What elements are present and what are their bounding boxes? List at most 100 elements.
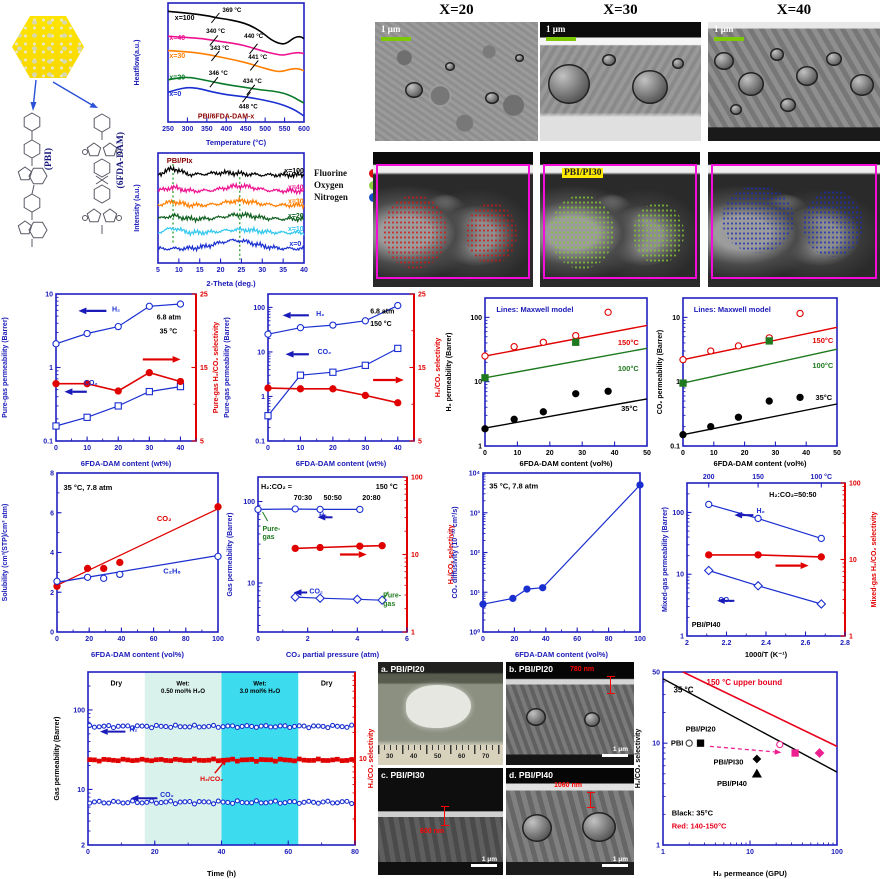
svg-text:1: 1 [849, 634, 853, 641]
svg-text:35 °C: 35 °C [673, 686, 693, 695]
scale-label: 1 μm [612, 746, 628, 753]
schematic-arrows [30, 79, 98, 111]
svg-text:30: 30 [258, 267, 266, 274]
svg-text:H₂: H₂ [316, 311, 324, 318]
svg-text:H₂/CO₂: H₂/CO₂ [200, 776, 223, 783]
svg-text:2: 2 [306, 636, 310, 643]
svg-text:H₂:CO₂=50:50: H₂:CO₂=50:50 [769, 490, 816, 499]
svg-text:10: 10 [514, 450, 522, 457]
svg-text:x=40: x=40 [288, 184, 304, 191]
pore [796, 66, 818, 86]
svg-text:80: 80 [182, 636, 190, 643]
svg-text:H₂: H₂ [129, 726, 137, 733]
svg-text:2.6: 2.6 [801, 640, 811, 647]
svg-text:6.8 atm: 6.8 atm [157, 315, 181, 322]
photo-a-label: a. PBI/PI20 [381, 664, 425, 674]
svg-text:x=100: x=100 [175, 15, 195, 22]
svg-text:PBI/PIx: PBI/PIx [167, 156, 194, 165]
svg-text:369 °C: 369 °C [222, 7, 242, 14]
arrhenius-chart: 2 2.2 2.4 2.6 2.8 200 150 100 °C 1 10 100 1 10 100 H₂:… [662, 473, 878, 659]
puregas-35c-chart: 0 10 20 30 40 0.1 1 10 5 15 25 H₂ 6.8 atm 35 °C CO₂ 6FD… [2, 292, 220, 469]
svg-text:20: 20 [546, 450, 554, 457]
svg-text:6.8 atm: 6.8 atm [370, 309, 394, 316]
svg-text:5: 5 [200, 439, 204, 446]
svg-text:40: 40 [300, 267, 308, 274]
svg-text:H₂:CO₂ =: H₂:CO₂ = [261, 482, 292, 491]
fluorine-speckles [382, 195, 447, 270]
svg-text:10: 10 [297, 445, 305, 452]
svg-text:150 °C upper bound: 150 °C upper bound [707, 678, 783, 687]
svg-text:x=0: x=0 [289, 241, 301, 248]
svg-text:100: 100 [73, 707, 85, 714]
svg-text:2-Theta (deg.): 2-Theta (deg.) [206, 279, 256, 288]
pbi-structure [17, 112, 48, 247]
stability-chart: 0 20 40 60 80 2 10 100 10 Dry Wet: 0.50 mol% H₂O Wet… [54, 671, 375, 878]
svg-text:35°C: 35°C [815, 393, 832, 402]
svg-text:20: 20 [511, 636, 519, 643]
svg-text:60: 60 [573, 636, 581, 643]
scale-bar [714, 37, 744, 41]
scale-label: 1 μm [714, 24, 734, 34]
svg-text:30: 30 [772, 450, 780, 457]
svg-text:Time (h): Time (h) [207, 869, 237, 878]
svg-text:30: 30 [578, 450, 586, 457]
svg-text:50: 50 [833, 450, 841, 457]
svg-text:50: 50 [652, 670, 660, 677]
svg-text:80: 80 [605, 636, 613, 643]
svg-text:x=0: x=0 [169, 91, 181, 98]
svg-text:500: 500 [259, 126, 271, 133]
oxygen-speckles [632, 203, 684, 265]
legend-item-oxygen: Oxygen [314, 180, 378, 190]
svg-text:150°C: 150°C [812, 336, 834, 345]
pore [714, 52, 734, 70]
svg-text:10¹: 10¹ [470, 590, 481, 597]
svg-text:4: 4 [50, 550, 54, 557]
svg-text:CO₂: CO₂ [160, 792, 174, 799]
xrd-pattern-chart: 5 10 15 20 25 30 35 40 PBI/PIx x=100 x=40 x=30 x=20 x… [134, 152, 308, 288]
pore [672, 58, 684, 69]
pressure-chart: 0 2 4 6 10 100 1 10 100 H₂:CO₂ =70:30 50:50 20:80 15… [227, 475, 455, 660]
svg-text:20: 20 [85, 636, 93, 643]
svg-text:35 °C, 7.8 atm: 35 °C, 7.8 atm [489, 481, 538, 490]
svg-text:Red: 140-150°C: Red: 140-150°C [672, 821, 727, 830]
svg-text:550: 550 [279, 126, 291, 133]
svg-text:2: 2 [685, 640, 689, 647]
svg-text:Pure-gas: Pure-gas [383, 592, 402, 607]
svg-text:20: 20 [329, 445, 337, 452]
svg-text:10: 10 [676, 572, 684, 579]
oxygen-speckles [549, 195, 614, 270]
svg-text:150 °C: 150 °C [376, 482, 398, 491]
svg-text:35: 35 [279, 267, 287, 274]
svg-text:x=40: x=40 [169, 35, 185, 42]
thickness-annotation: 1060 nm [554, 782, 583, 789]
svg-text:20: 20 [114, 445, 122, 452]
svg-text:Wet:0.50 mol% H₂O: Wet: 0.50 mol% H₂O [161, 681, 205, 695]
svg-text:H₂/CO₂ selectivity: H₂/CO₂ selectivity [635, 729, 642, 789]
pore [850, 74, 874, 96]
svg-text:PBI/PI30: PBI/PI30 [713, 757, 743, 766]
thickness-annotation: 600 nm [420, 828, 445, 835]
svg-text:5: 5 [418, 439, 422, 446]
svg-text:100: 100 [253, 305, 265, 312]
svg-text:C₂H₆: C₂H₆ [163, 566, 181, 575]
svg-text:40: 40 [218, 849, 226, 856]
svg-text:0: 0 [266, 445, 270, 452]
scale-label: 1 μm [381, 24, 401, 34]
svg-text:Wet:3.0 mol% H₂O: Wet: 3.0 mol% H₂O [240, 681, 281, 695]
dsc-heatflow-chart: 250 300 350 400 450 500 550 600 x=100 369 °C x=40 3… [134, 2, 310, 147]
svg-text:Pure-gas H₂/CO₂ selectivity: Pure-gas H₂/CO₂ selectivity [213, 322, 220, 414]
svg-text:35°C: 35°C [621, 404, 638, 413]
svg-text:x=10: x=10 [288, 226, 304, 233]
photo-c-label: c. PBI/PI30 [381, 770, 425, 780]
svg-text:150°C: 150°C [618, 338, 640, 347]
svg-text:100: 100 [634, 636, 646, 643]
svg-text:6: 6 [405, 636, 409, 643]
svg-text:6FDA-DAM content (vol%): 6FDA-DAM content (vol%) [515, 650, 608, 659]
svg-text:150: 150 [752, 474, 764, 481]
legend-label-nitrogen: Nitrogen [314, 192, 348, 202]
svg-text:25: 25 [238, 267, 246, 274]
svg-text:PBI/PI20: PBI/PI20 [686, 724, 716, 733]
svg-text:4: 4 [355, 636, 359, 643]
svg-text:5: 5 [156, 267, 160, 274]
